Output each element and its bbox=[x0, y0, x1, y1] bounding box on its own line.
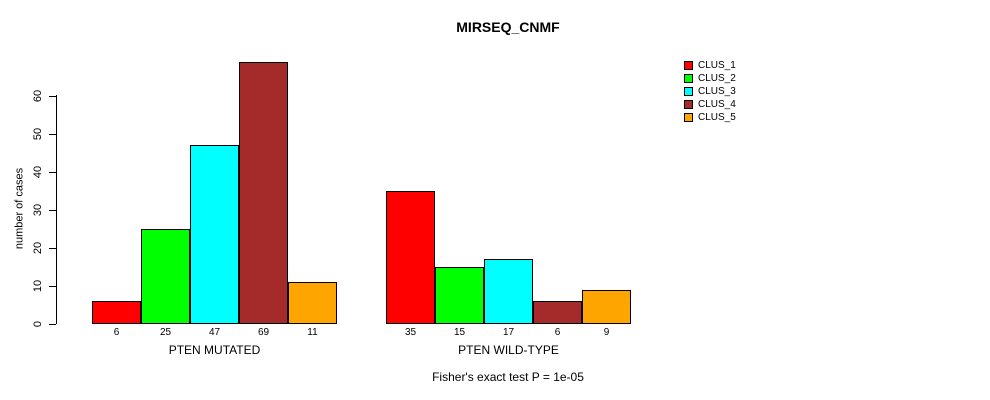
legend: CLUS_1 CLUS_2 CLUS_3 CLUS_4 CLUS_5 bbox=[684, 59, 736, 124]
legend-color-swatch bbox=[684, 113, 693, 122]
bar-clus_2 bbox=[435, 267, 484, 324]
fisher-test-caption: Fisher's exact test P = 1e-05 bbox=[432, 370, 584, 384]
y-axis-tick bbox=[49, 248, 56, 249]
x-axis-group-label: PTEN MUTATED bbox=[168, 343, 261, 357]
bar-value-label: 69 bbox=[257, 327, 270, 338]
bar-value-label: 15 bbox=[453, 327, 466, 338]
bar-value-label: 6 bbox=[554, 327, 561, 338]
legend-item-label: CLUS_1 bbox=[698, 60, 736, 71]
legend-color-swatch bbox=[684, 87, 693, 96]
bar-clus_1 bbox=[386, 191, 435, 324]
y-axis-tick-label: 0 bbox=[32, 320, 44, 328]
legend-item: CLUS_3 bbox=[684, 85, 736, 98]
y-axis-tick-label: 10 bbox=[32, 279, 44, 293]
bar-clus_5 bbox=[582, 290, 631, 324]
bar-value-label: 25 bbox=[159, 327, 172, 338]
bar-value-label: 47 bbox=[208, 327, 221, 338]
y-axis-tick-label: 60 bbox=[32, 89, 44, 103]
bar-clus_3 bbox=[190, 145, 239, 324]
y-axis-tick bbox=[49, 286, 56, 287]
y-axis-tick bbox=[49, 210, 56, 211]
bar-value-label: 6 bbox=[113, 327, 120, 338]
y-axis-tick-label: 40 bbox=[32, 165, 44, 179]
y-axis-tick-label: 30 bbox=[32, 203, 44, 217]
y-axis-tick-label: 50 bbox=[32, 127, 44, 141]
bar-clus_5 bbox=[288, 282, 337, 324]
legend-color-swatch bbox=[684, 100, 693, 109]
y-axis-tick bbox=[49, 96, 56, 97]
legend-item: CLUS_5 bbox=[684, 111, 736, 124]
y-axis-label: number of cases bbox=[13, 167, 26, 250]
bar-clus_3 bbox=[484, 259, 533, 324]
bar-clus_2 bbox=[141, 229, 190, 324]
legend-item: CLUS_1 bbox=[684, 59, 736, 72]
bar-value-label: 11 bbox=[307, 327, 318, 338]
bar-value-label: 9 bbox=[603, 327, 610, 338]
y-axis-tick bbox=[49, 324, 56, 325]
y-axis-tick bbox=[49, 134, 56, 135]
legend-color-swatch bbox=[684, 61, 693, 70]
bar-value-label: 35 bbox=[404, 327, 417, 338]
y-axis-line bbox=[56, 95, 57, 324]
bar-clus_1 bbox=[92, 301, 141, 324]
chart-title: MIRSEQ_CNMF bbox=[456, 19, 560, 35]
legend-item-label: CLUS_4 bbox=[698, 99, 736, 110]
x-axis-group-label: PTEN WILD-TYPE bbox=[458, 343, 559, 357]
bar-clus_4 bbox=[239, 62, 288, 324]
y-axis-tick-label: 20 bbox=[32, 241, 44, 255]
legend-item: CLUS_4 bbox=[684, 98, 736, 111]
legend-color-swatch bbox=[684, 74, 693, 83]
bar-clus_4 bbox=[533, 301, 582, 324]
legend-item: CLUS_2 bbox=[684, 72, 736, 85]
legend-item-label: CLUS_2 bbox=[698, 73, 736, 84]
legend-item-label: CLUS_5 bbox=[698, 112, 736, 123]
legend-item-label: CLUS_3 bbox=[698, 86, 736, 97]
y-axis-tick bbox=[49, 172, 56, 173]
bar-value-label: 17 bbox=[502, 327, 515, 338]
